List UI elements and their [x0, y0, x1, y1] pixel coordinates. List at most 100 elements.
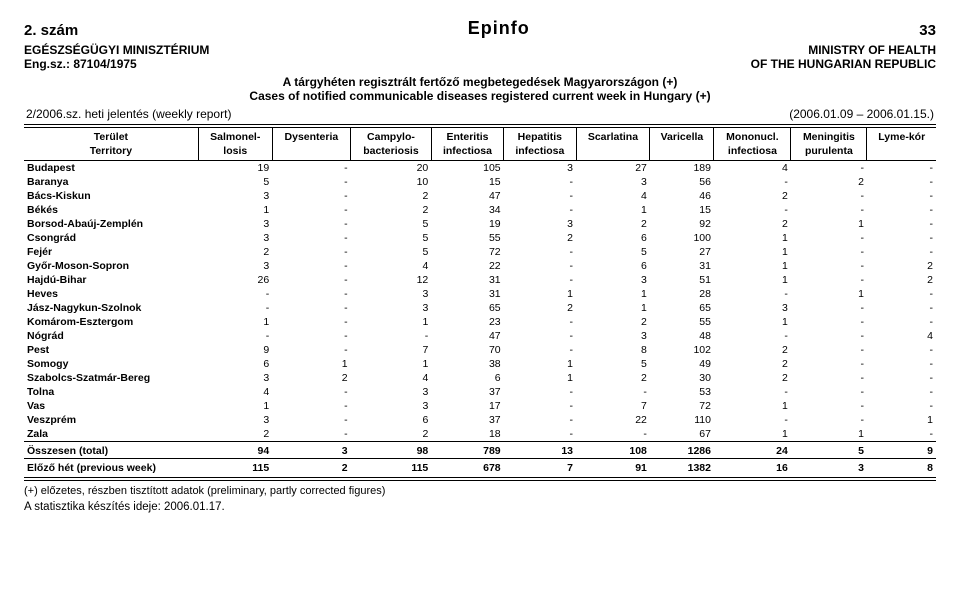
cell-value: 1 [576, 203, 650, 217]
cell-value: 1 [351, 357, 432, 371]
cell-value: 102 [650, 343, 714, 357]
cell-value: - [791, 161, 867, 176]
ministry-en-2: OF THE HUNGARIAN REPUBLIC [751, 57, 936, 71]
table-row: Baranya5-1015-356-2- [24, 175, 936, 189]
doc-top-row: 2. szám Epinfo 33 [24, 18, 936, 39]
cell-value: - [867, 175, 936, 189]
report-dates: (2006.01.09 – 2006.01.15.) [789, 107, 934, 121]
report-id: 2/2006.sz. heti jelentés (weekly report) [26, 107, 231, 121]
cell-value: - [272, 343, 350, 357]
cell-value: - [504, 259, 576, 273]
col-disease-sub: purulenta [791, 144, 867, 161]
cell-value: - [791, 301, 867, 315]
territory-name: Győr-Moson-Sopron [24, 259, 198, 273]
cell-value: - [504, 399, 576, 413]
cell-value: - [791, 245, 867, 259]
col-disease-sub [272, 144, 350, 161]
col-disease: Mononucl. [714, 126, 791, 144]
cell-value: 70 [431, 343, 503, 357]
cell-value: 46 [650, 189, 714, 203]
cell-value: 4 [198, 385, 272, 399]
cell-value: 31 [431, 287, 503, 301]
cell-value: 3 [351, 385, 432, 399]
cell-value: 1 [504, 357, 576, 371]
cell-value: 4 [714, 161, 791, 176]
cell-value: - [272, 203, 350, 217]
cell-value: 1 [198, 315, 272, 329]
cell-value: 12 [351, 273, 432, 287]
issue-number: 2. szám [24, 22, 78, 39]
cell-value: 23 [431, 315, 503, 329]
footnote: (+) előzetes, részben tisztított adatok … [24, 485, 936, 497]
cell-value: - [198, 287, 272, 301]
territory-name: Komárom-Esztergom [24, 315, 198, 329]
cell-value: - [504, 343, 576, 357]
cell-value: - [504, 189, 576, 203]
cell-value: 22 [431, 259, 503, 273]
cell-value: 31 [650, 259, 714, 273]
cell-value: - [791, 315, 867, 329]
cell-value: - [791, 357, 867, 371]
cell-value: 1 [198, 399, 272, 413]
territory-name: Pest [24, 343, 198, 357]
cell-value: 5 [576, 245, 650, 259]
cell-value: 6 [198, 357, 272, 371]
table-row: Győr-Moson-Sopron3-422-6311-2 [24, 259, 936, 273]
cell-value: 5 [791, 442, 867, 459]
table-row: Komárom-Esztergom1-123-2551-- [24, 315, 936, 329]
territory-name: Veszprém [24, 413, 198, 427]
cell-value: - [272, 189, 350, 203]
territory-name: Heves [24, 287, 198, 301]
cell-value: 3 [714, 301, 791, 315]
cell-value: 2 [867, 273, 936, 287]
cell-value: 55 [650, 315, 714, 329]
cell-value: 1 [198, 203, 272, 217]
cell-value: 3 [272, 442, 350, 459]
cell-value: - [272, 315, 350, 329]
cell-value: - [272, 427, 350, 442]
cell-value: 1 [714, 427, 791, 442]
table-row: Előző hét (previous week)115211567879113… [24, 459, 936, 480]
cell-value: - [791, 273, 867, 287]
cell-value: 31 [431, 273, 503, 287]
cell-value: - [272, 301, 350, 315]
col-disease: Campylo- [351, 126, 432, 144]
cell-value: 5 [576, 357, 650, 371]
cell-value: - [867, 343, 936, 357]
col-disease: Varicella [650, 126, 714, 144]
cell-value: 3 [791, 459, 867, 480]
ministry-en-1: MINISTRY OF HEALTH [751, 43, 936, 57]
cell-value: 3 [351, 399, 432, 413]
cell-value: 16 [714, 459, 791, 480]
cell-value: - [867, 385, 936, 399]
table-row: Vas1-317-7721-- [24, 399, 936, 413]
territory-name: Nógrád [24, 329, 198, 343]
cell-value: 48 [650, 329, 714, 343]
cell-value: - [351, 329, 432, 343]
cell-value: 3 [198, 259, 272, 273]
territory-name: Somogy [24, 357, 198, 371]
cell-value: 2 [714, 371, 791, 385]
cell-value: 1 [504, 287, 576, 301]
cell-value: 5 [351, 217, 432, 231]
cell-value: 189 [650, 161, 714, 176]
cell-value: - [791, 385, 867, 399]
cell-value: 4 [867, 329, 936, 343]
cell-value: - [791, 203, 867, 217]
page-number: 33 [919, 22, 936, 39]
col-disease-sub: infectiosa [431, 144, 503, 161]
cell-value: - [504, 329, 576, 343]
table-row: Tolna4-337--53--- [24, 385, 936, 399]
cell-value: 2 [351, 427, 432, 442]
territory-name: Szabolcs-Szatmár-Bereg [24, 371, 198, 385]
territory-name: Baranya [24, 175, 198, 189]
cell-value: 53 [650, 385, 714, 399]
cell-value: 8 [576, 343, 650, 357]
cell-value: 37 [431, 385, 503, 399]
cell-value: 1 [351, 315, 432, 329]
cell-value: - [791, 413, 867, 427]
cell-value: 1 [714, 273, 791, 287]
cell-value: - [714, 385, 791, 399]
cell-value: 1 [576, 301, 650, 315]
table-row: Borsod-Abaúj-Zemplén3-519329221- [24, 217, 936, 231]
